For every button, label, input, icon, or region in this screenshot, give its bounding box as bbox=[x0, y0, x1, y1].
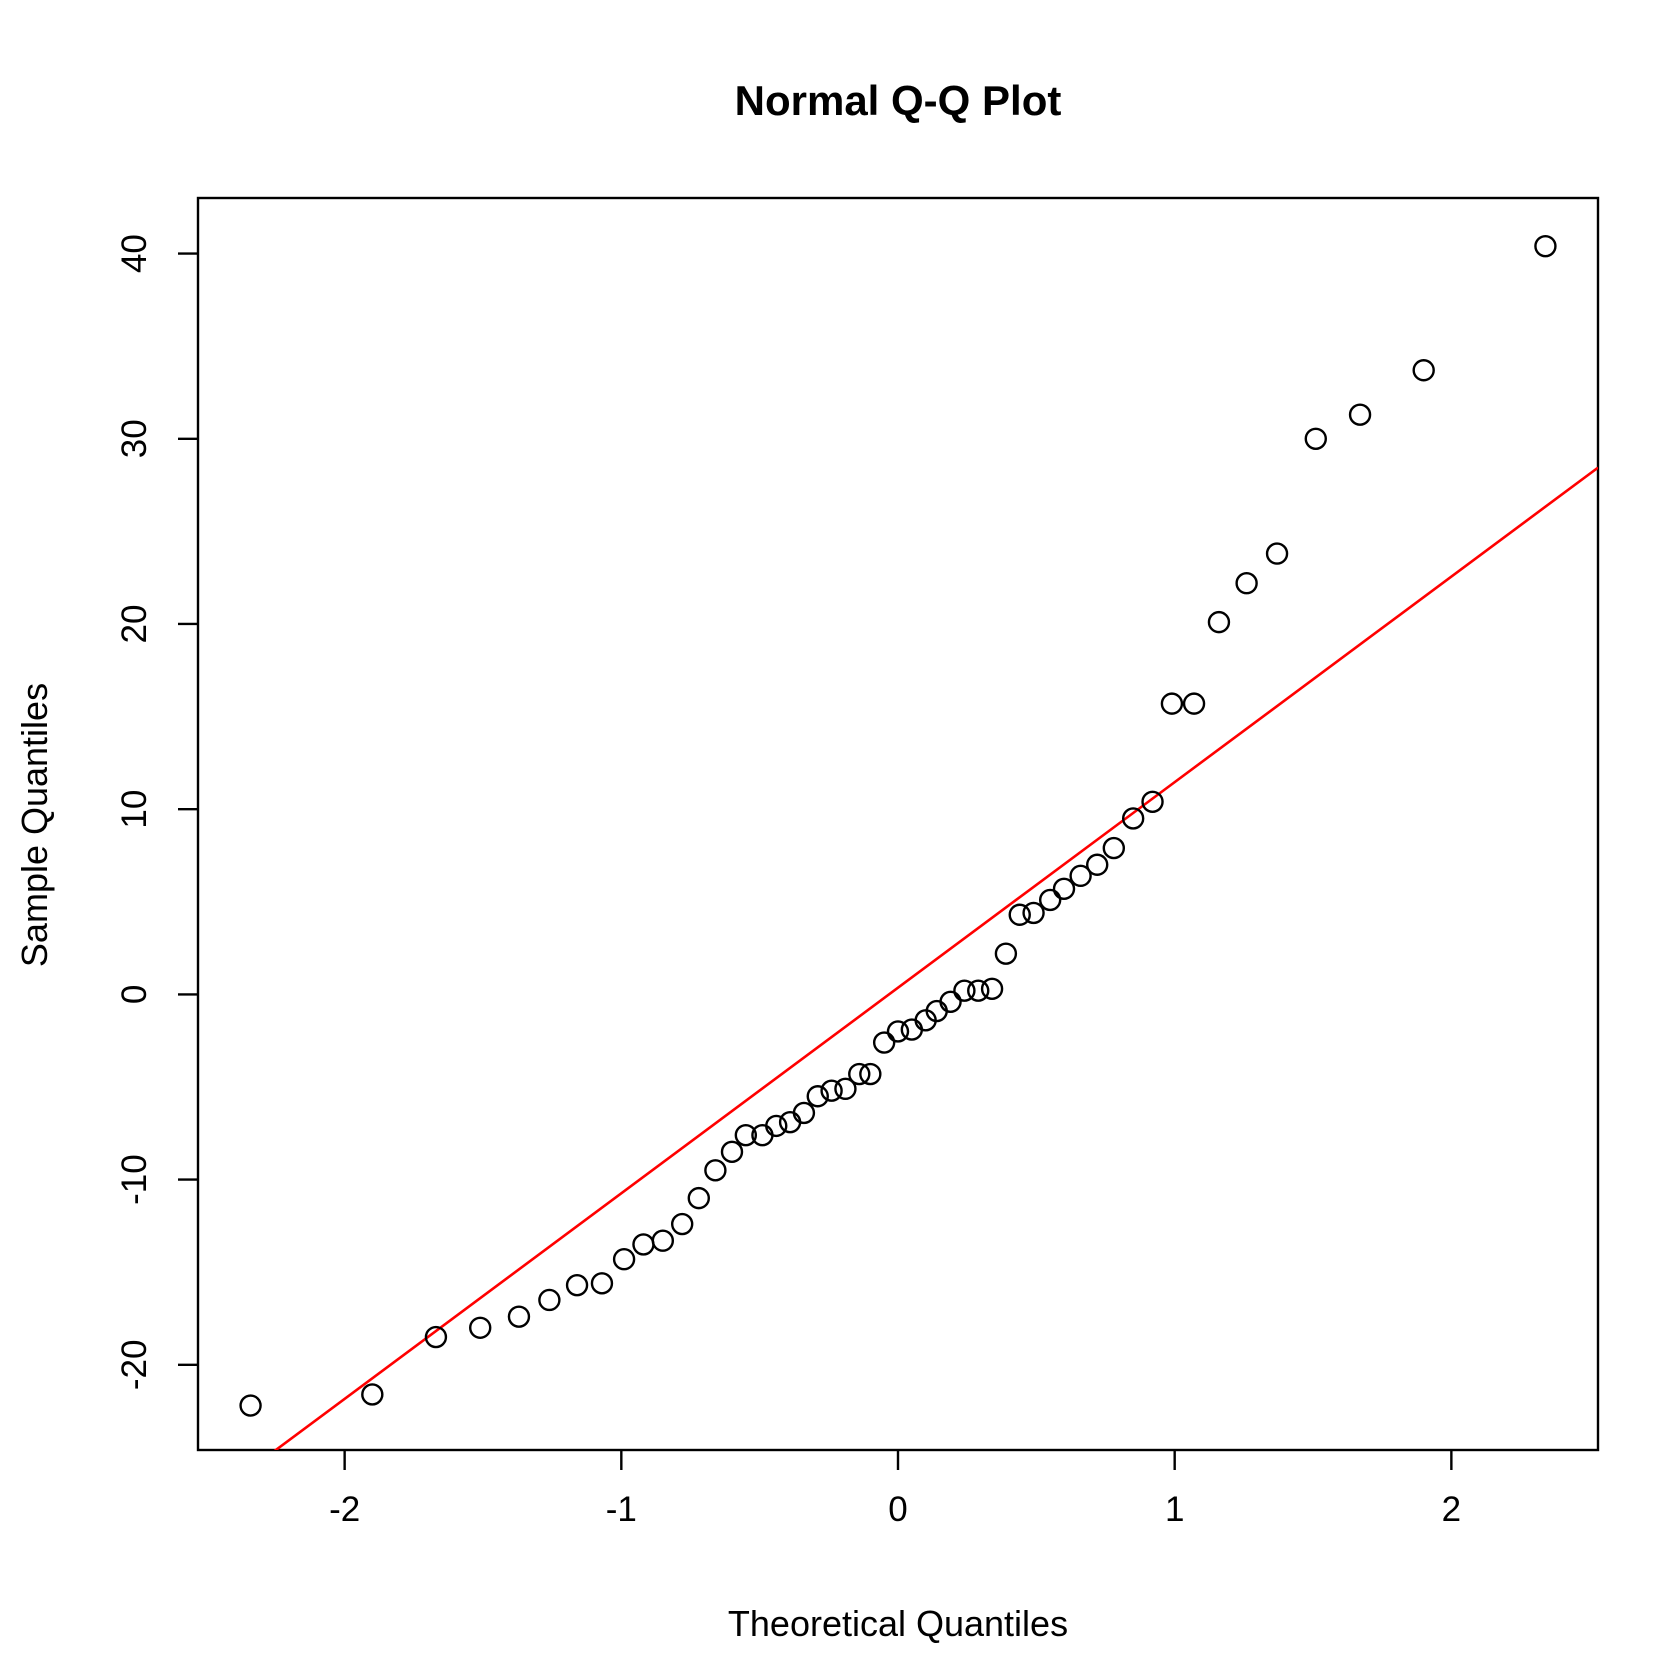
x-tick-label: 2 bbox=[1442, 1490, 1461, 1529]
data-point bbox=[967, 979, 990, 1002]
data-point bbox=[704, 1159, 727, 1182]
y-tick-label: 20 bbox=[115, 605, 154, 644]
data-point bbox=[886, 1020, 910, 1043]
data-point bbox=[1348, 403, 1372, 426]
data-point bbox=[565, 1273, 589, 1297]
data-point bbox=[1008, 903, 1031, 926]
data-point bbox=[806, 1085, 829, 1108]
y-tick-label: 10 bbox=[115, 790, 154, 829]
data-point bbox=[900, 1018, 924, 1041]
data-point bbox=[953, 979, 976, 1002]
y-tick-label: -10 bbox=[115, 1154, 154, 1205]
x-tick-label: -2 bbox=[329, 1490, 360, 1529]
data-point bbox=[1052, 877, 1076, 901]
y-axis-label: Sample Quantiles bbox=[14, 683, 55, 967]
data-point bbox=[469, 1316, 492, 1339]
data-point bbox=[1022, 901, 1045, 925]
data-point bbox=[538, 1288, 561, 1312]
data-point bbox=[1121, 807, 1145, 830]
x-tick-label: -1 bbox=[606, 1490, 637, 1529]
data-point bbox=[612, 1248, 636, 1271]
data-point bbox=[848, 1062, 871, 1086]
data-point bbox=[1412, 359, 1435, 382]
data-point bbox=[994, 942, 1018, 965]
data-point bbox=[792, 1101, 816, 1125]
data-point bbox=[507, 1305, 531, 1328]
chart-title: Normal Q-Q Plot bbox=[735, 77, 1062, 124]
y-tick-label: 30 bbox=[115, 419, 154, 458]
data-point bbox=[1207, 610, 1231, 634]
data-point bbox=[1141, 790, 1164, 813]
data-point bbox=[765, 1114, 788, 1138]
data-point bbox=[1182, 692, 1206, 715]
data-point bbox=[687, 1186, 710, 1210]
data-point bbox=[778, 1110, 802, 1134]
y-tick-label: -20 bbox=[115, 1340, 154, 1391]
data-point bbox=[1265, 542, 1289, 565]
data-point bbox=[632, 1233, 655, 1256]
data-point bbox=[734, 1123, 758, 1147]
data-point bbox=[834, 1077, 857, 1101]
data-point bbox=[980, 977, 1004, 1001]
data-point bbox=[859, 1062, 882, 1086]
x-tick-label: 1 bbox=[1165, 1490, 1184, 1529]
y-tick-label: 0 bbox=[115, 985, 154, 1004]
data-point bbox=[424, 1325, 448, 1349]
plot-frame bbox=[196, 196, 1600, 1452]
data-point bbox=[720, 1140, 744, 1164]
qq-reference-line bbox=[273, 466, 1598, 1450]
data-point bbox=[939, 990, 962, 1013]
data-point bbox=[1534, 234, 1557, 258]
data-point bbox=[1235, 572, 1258, 595]
data-point bbox=[590, 1272, 614, 1295]
data-point bbox=[651, 1229, 675, 1252]
data-point bbox=[1160, 692, 1184, 715]
data-point bbox=[1038, 888, 1062, 912]
data-point bbox=[820, 1079, 843, 1102]
y-tick-label: 40 bbox=[115, 234, 154, 273]
data-point bbox=[1086, 853, 1109, 876]
data-point bbox=[872, 1031, 896, 1054]
data-point bbox=[361, 1383, 384, 1406]
data-point bbox=[1069, 864, 1092, 888]
x-tick-label: 0 bbox=[888, 1490, 907, 1529]
x-axis-label: Theoretical Quantiles bbox=[728, 1603, 1068, 1644]
data-point bbox=[1304, 427, 1327, 450]
data-point bbox=[239, 1394, 262, 1417]
data-point bbox=[670, 1212, 694, 1236]
data-point bbox=[1102, 836, 1126, 860]
